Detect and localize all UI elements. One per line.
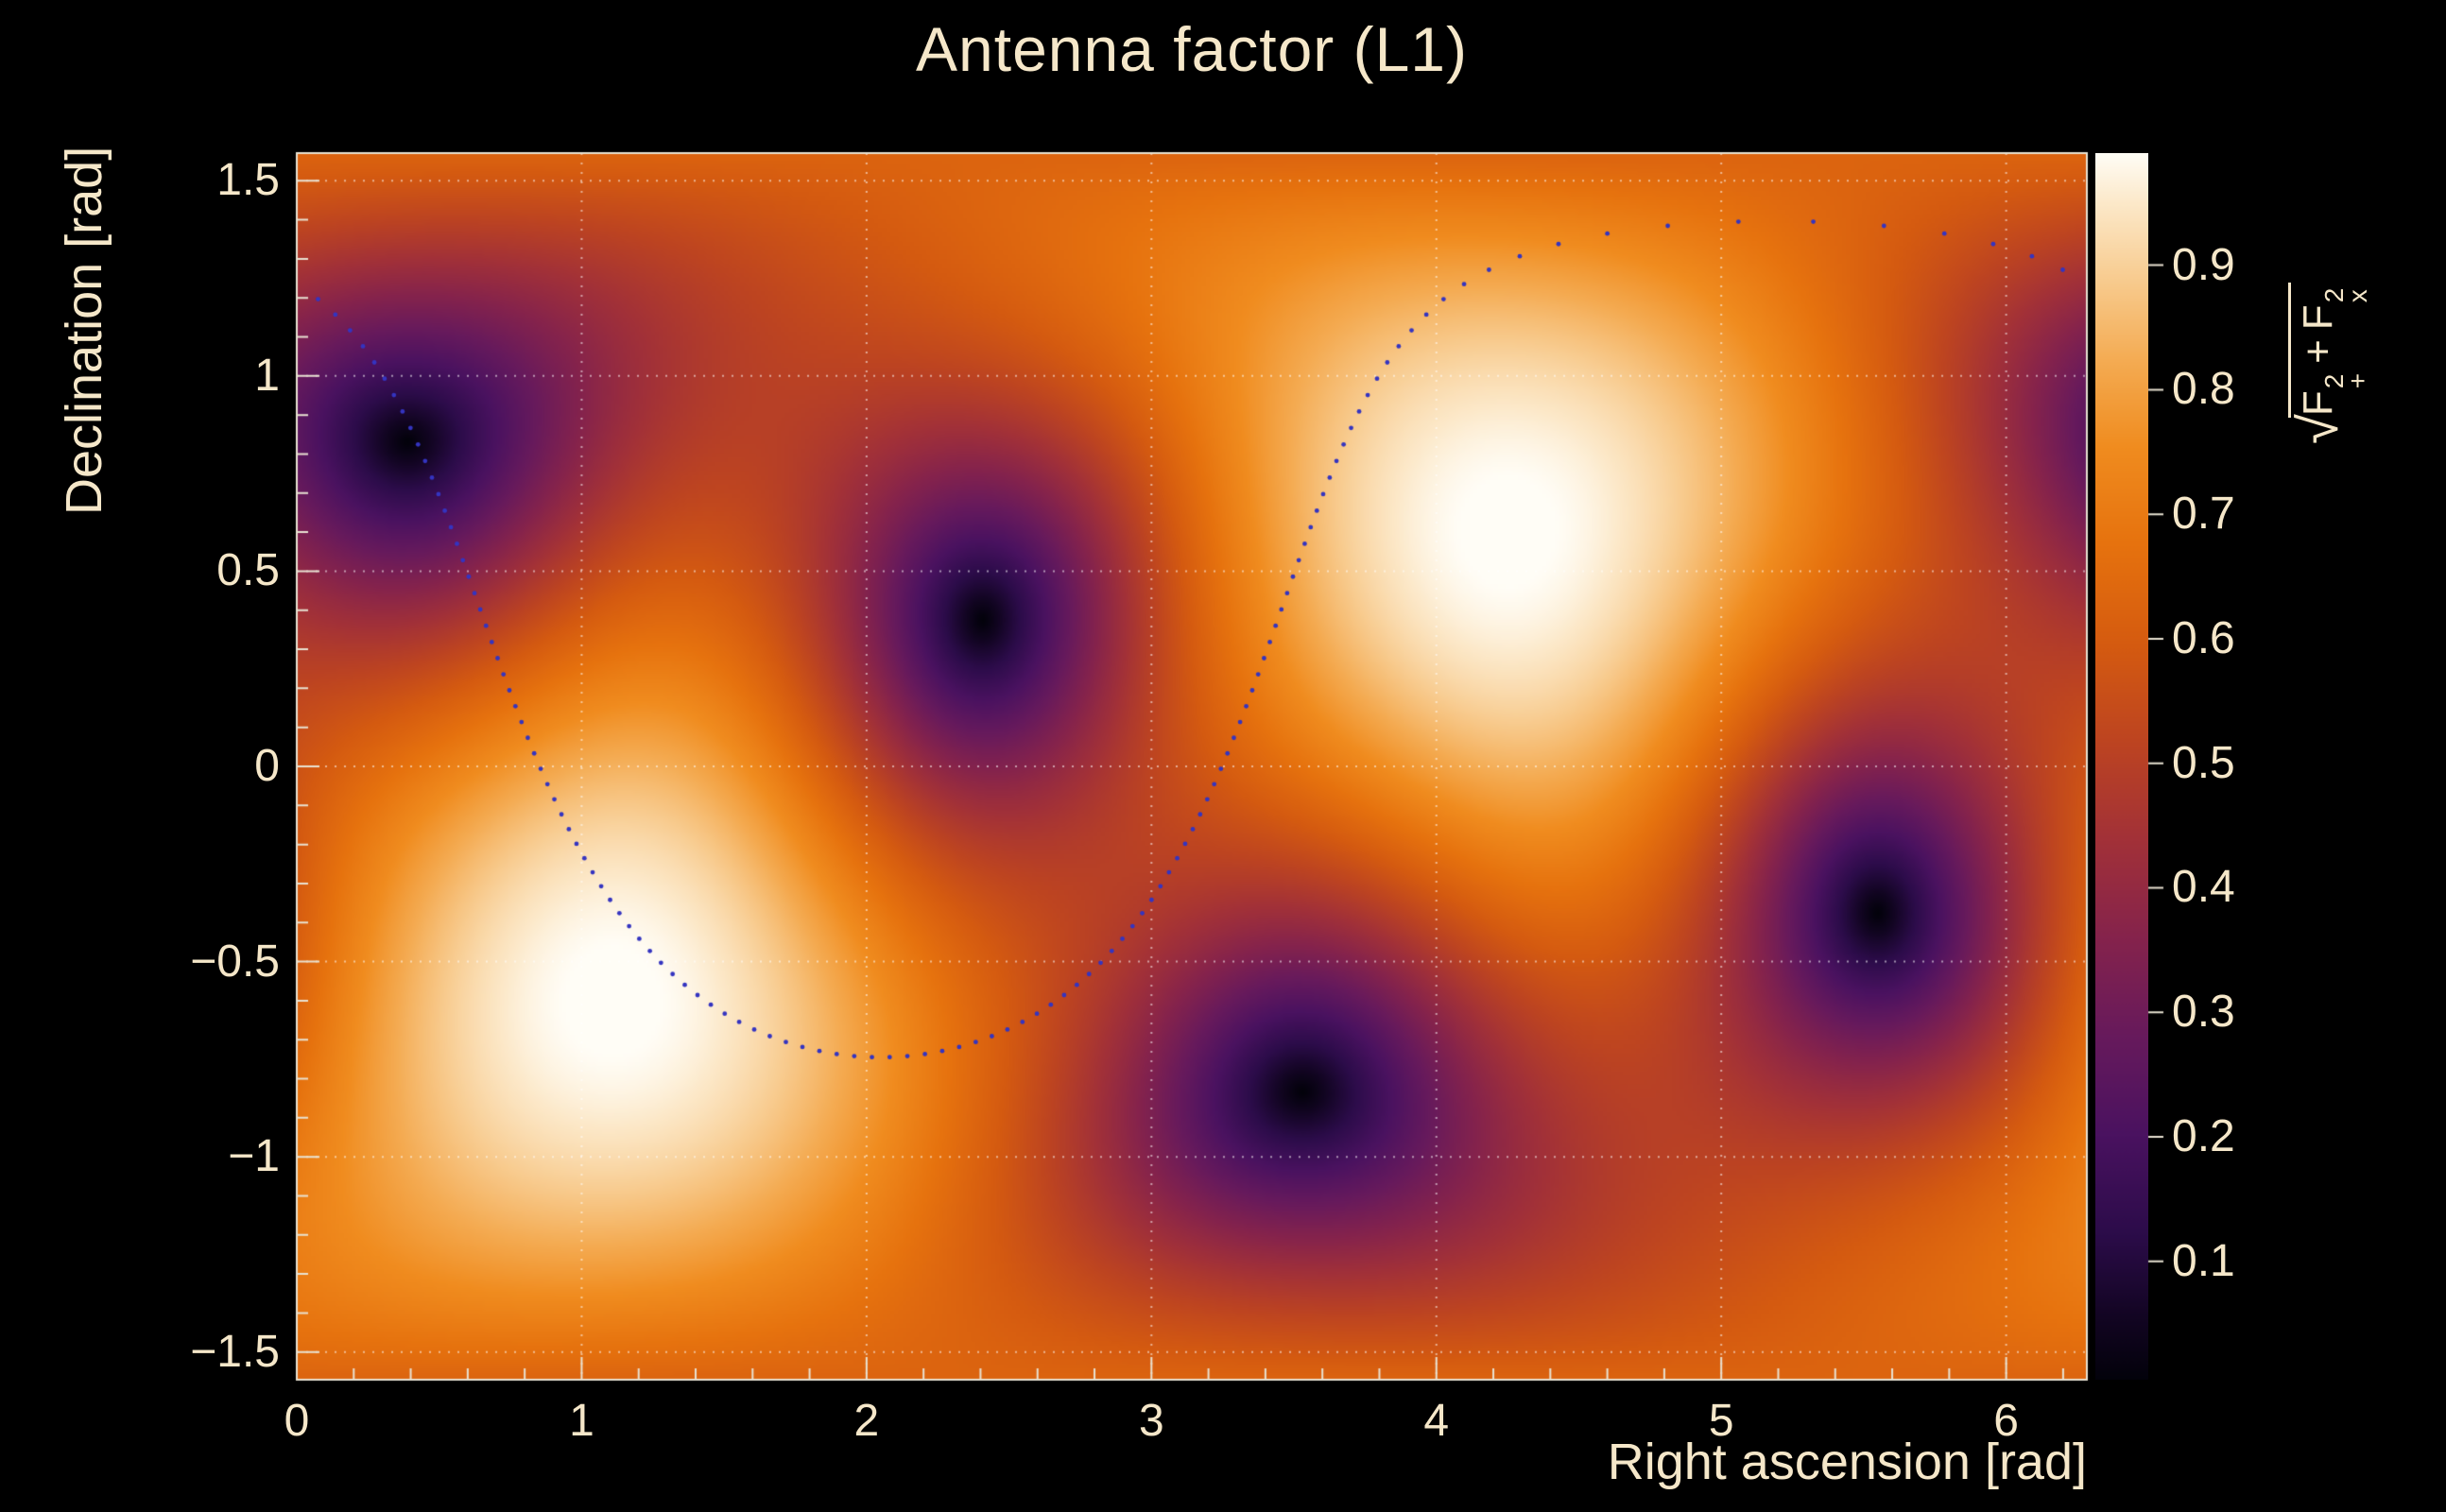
- colorbar-tick-label: 0.9: [2172, 239, 2235, 290]
- f-cross-symbol: F: [2295, 304, 2341, 331]
- subscript-plus: +: [2343, 372, 2373, 389]
- y-tick-label: −1.5: [190, 1326, 280, 1377]
- colorbar-tick-label: 0.6: [2172, 612, 2235, 663]
- heatmap-canvas: [297, 153, 2087, 1380]
- colorbar-tick-label: 0.3: [2172, 987, 2235, 1038]
- y-tick-label: 0.5: [216, 545, 280, 596]
- plot-title: Antenna factor (L1): [916, 14, 1468, 84]
- subscript-x: x: [2343, 289, 2373, 303]
- plus-sign: +: [2295, 339, 2341, 364]
- f-plus-symbol: F: [2295, 390, 2341, 417]
- y-tick-label: 0: [254, 741, 280, 791]
- y-tick-label: −1: [228, 1131, 280, 1182]
- y-tick-label: 1: [254, 350, 280, 401]
- x-tick-label: 4: [1423, 1396, 1450, 1446]
- x-tick-label: 5: [1708, 1396, 1734, 1446]
- colorbar-gradient: [2095, 153, 2148, 1380]
- colorbar-tick-label: 0.2: [2172, 1111, 2235, 1162]
- x-tick-label: 1: [569, 1396, 594, 1446]
- y-tick-label: −0.5: [190, 936, 280, 987]
- colorbar-title-expression: F 2 + +F 2 x: [2288, 282, 2373, 419]
- y-tick-label: 1.5: [216, 155, 280, 206]
- sqrt-radical-icon: √: [2288, 414, 2350, 444]
- y-axis-title: Declination [rad]: [56, 146, 112, 515]
- x-tick-label: 3: [1138, 1396, 1164, 1446]
- colorbar-tick-label: 0.1: [2172, 1235, 2235, 1286]
- colorbar-tick-label: 0.7: [2172, 489, 2235, 540]
- f-plus-scripts: 2 +: [2319, 372, 2373, 389]
- colorbar-tick-label: 0.4: [2172, 862, 2235, 913]
- x-tick-label: 2: [853, 1396, 880, 1446]
- x-tick-label: 0: [284, 1396, 310, 1446]
- x-tick-label: 6: [1993, 1396, 2019, 1446]
- colorbar-tick-label: 0.5: [2172, 737, 2235, 788]
- colorbar-tick-label: 0.8: [2172, 364, 2235, 415]
- colorbar-axis-title: √F 2 + +F 2 x: [2287, 282, 2373, 444]
- x-axis-title: Right ascension [rad]: [1607, 1434, 2087, 1490]
